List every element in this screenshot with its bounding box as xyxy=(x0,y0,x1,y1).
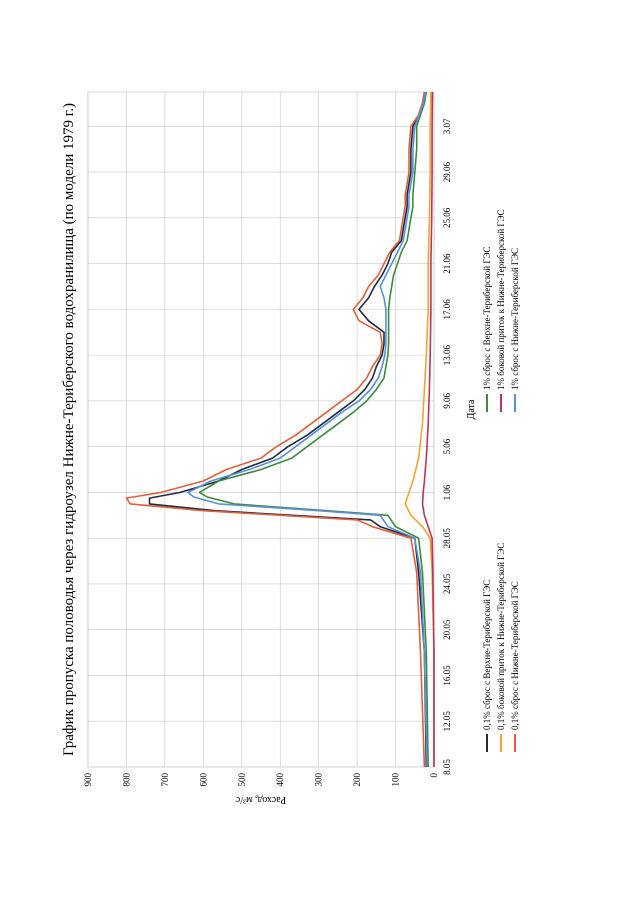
y-tick-label: 400 xyxy=(275,773,285,787)
x-tick-label: 21.06 xyxy=(442,253,452,274)
x-tick-label: 17.06 xyxy=(442,299,452,320)
legend: 0,1% сброс с Верхне-Териберской ГЭС 0,1% … xyxy=(482,209,520,752)
y-tick-label: 800 xyxy=(121,773,131,787)
legend-item-label: 0,1% сброс с Верхне-Териберской ГЭС xyxy=(482,580,492,730)
y-tick-label: 200 xyxy=(352,773,362,787)
x-tick-label: 28.05 xyxy=(442,528,452,549)
x-tick-label: 1.06 xyxy=(442,484,452,500)
x-tick-label: 12.05 xyxy=(442,711,452,732)
y-tick-label: 600 xyxy=(198,773,208,787)
legend-item-label: 0,1% боковой приток к Нижне-Териберской … xyxy=(496,543,506,730)
series-line-0 xyxy=(148,91,428,768)
series-line-2 xyxy=(125,91,426,768)
legend-item-label: 1% сброс с Нижне-Териберской ГЭС xyxy=(510,248,520,390)
series-lines xyxy=(125,91,435,768)
y-tick-label: 500 xyxy=(237,773,247,787)
y-tick-label: 100 xyxy=(391,773,401,787)
chart-rotated-frame: 0 100 200 300 400 500 600 700 800 900 8.05 12.05 16… xyxy=(61,91,520,805)
grid-vertical xyxy=(88,126,434,768)
legend-item-label: 1% боковой приток к Нижне-Териберской ГЭ… xyxy=(496,209,506,390)
series-line-3 xyxy=(198,91,429,768)
x-tick-label: 29.06 xyxy=(442,161,452,182)
x-tick-label: 9.06 xyxy=(442,393,452,409)
x-tick-label: 8.05 xyxy=(442,759,452,775)
x-axis-ticks: 8.05 12.05 16.05 20.05 24.05 28.05 1.06 5.06 9.0… xyxy=(442,118,452,775)
x-tick-label: 24.05 xyxy=(442,573,452,594)
y-axis-ticks: 0 100 200 300 400 500 600 700 800 900 xyxy=(83,773,439,787)
grid-horizontal xyxy=(87,92,435,767)
plot-area xyxy=(87,91,435,768)
y-tick-label: 0 xyxy=(429,773,439,778)
y-tick-label: 700 xyxy=(160,773,170,787)
series-line-1 xyxy=(404,91,435,767)
x-tick-label: 16.05 xyxy=(442,665,452,686)
x-tick-label: 20.05 xyxy=(442,619,452,640)
y-tick-label: 900 xyxy=(83,773,93,787)
y-axis-title: Расход, м³/с xyxy=(235,794,286,805)
legend-item-label: 0,1% сброс с Нижне-Териберской ГЭС xyxy=(510,581,520,730)
series-line-4 xyxy=(421,91,435,767)
series-line-5 xyxy=(187,91,428,768)
y-tick-label: 300 xyxy=(314,773,324,787)
chart-title: График пропуска половодья через гидроузе… xyxy=(61,103,77,756)
x-tick-label: 5.06 xyxy=(442,438,452,454)
x-tick-label: 3.07 xyxy=(442,118,452,134)
x-tick-label: 13.06 xyxy=(442,345,452,366)
legend-item-label: 1% сброс с Верхне-Териберской ГЭС xyxy=(482,247,492,391)
x-axis-title: Дата xyxy=(466,399,477,419)
x-tick-label: 25.06 xyxy=(442,207,452,228)
